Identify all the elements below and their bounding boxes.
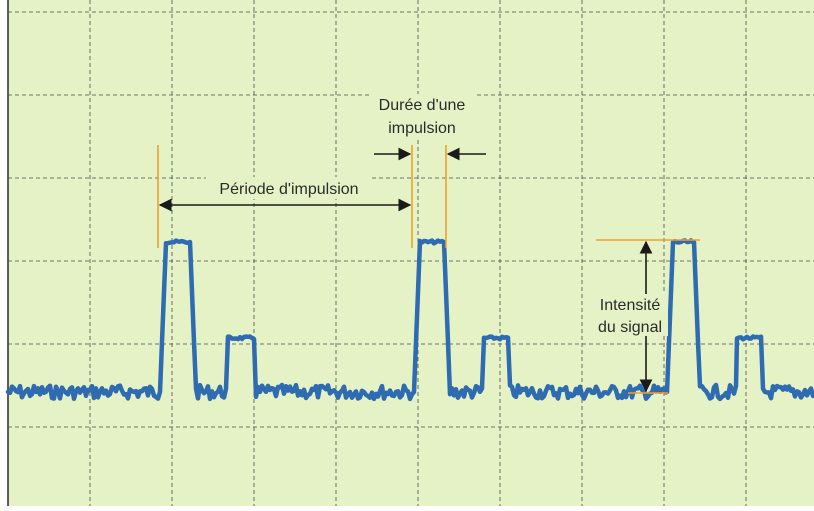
pulse-period-label: Période d'impulsion <box>219 181 358 198</box>
screen-background <box>8 0 814 506</box>
signal-intensity-label-bg <box>592 294 668 336</box>
signal-trace <box>5 238 814 402</box>
pulse-duration-label-line2: impulsion <box>388 120 456 137</box>
pulse-duration-label-line1: Durée d'une <box>379 97 466 114</box>
pulse-period-label-bg <box>206 177 372 199</box>
signal-intensity-label-line1: Intensité <box>600 297 661 314</box>
pulse-duration-label-bg <box>370 94 474 138</box>
signal-intensity-label-line2: du signal <box>598 319 662 336</box>
grid <box>8 0 814 506</box>
